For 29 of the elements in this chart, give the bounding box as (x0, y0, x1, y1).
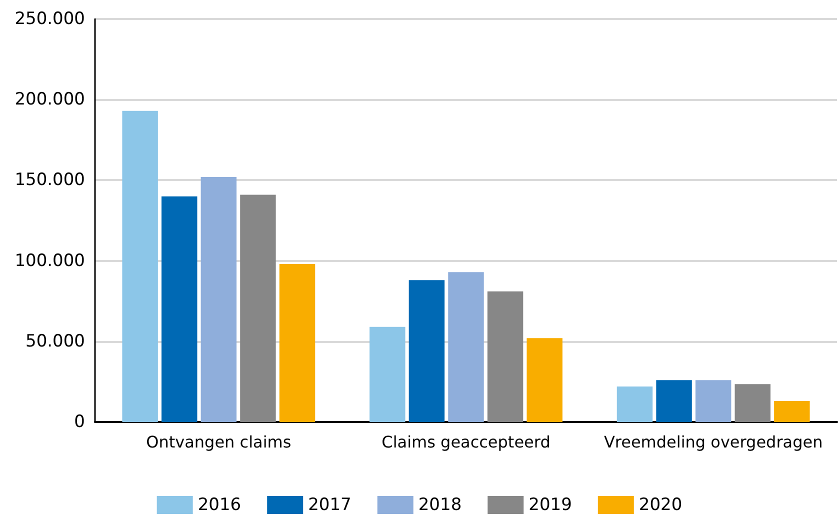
legend-label: 2017 (308, 495, 352, 515)
legend-label: 2018 (418, 495, 462, 515)
y-tick-label: 100.000 (14, 250, 85, 271)
bar (448, 272, 484, 422)
y-tick-label: 0 (74, 412, 85, 432)
y-tick-label: 50.000 (26, 331, 85, 352)
x-tick-label: Ontvangen claims (146, 432, 292, 452)
legend-label: 2019 (528, 495, 572, 515)
bar (616, 386, 653, 422)
x-tick-label: Claims geaccepteerd (382, 432, 550, 452)
bar (162, 196, 198, 422)
bar (240, 194, 276, 422)
y-tick-label: 150.000 (14, 170, 85, 190)
bar (370, 326, 406, 422)
x-tick-label: Vreemdeling overgedragen (604, 432, 823, 452)
bar (734, 384, 770, 422)
bar (122, 110, 158, 422)
bar (656, 380, 692, 422)
legend-label: 2020 (638, 495, 682, 515)
y-tick-label: 200.000 (14, 90, 85, 110)
bar (408, 280, 445, 422)
bar (695, 380, 732, 422)
legend-label: 2016 (198, 495, 242, 515)
bar (487, 291, 524, 422)
bar (526, 338, 562, 422)
y-tick-label: 250.000 (14, 9, 85, 29)
bar (200, 176, 237, 422)
bar (774, 401, 810, 422)
bar (279, 264, 316, 422)
